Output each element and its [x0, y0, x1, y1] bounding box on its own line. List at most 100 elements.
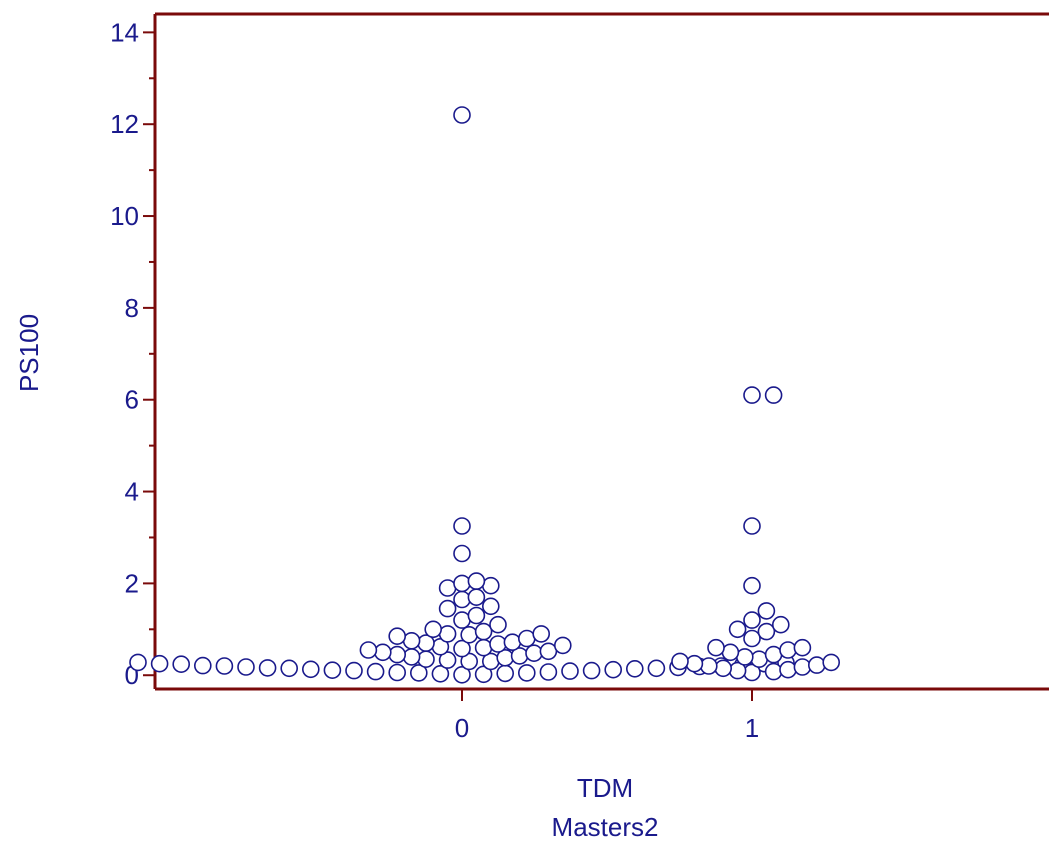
data-point-0: [539, 642, 558, 661]
x-tick-label: 1: [745, 713, 759, 743]
data-point-0: [194, 656, 212, 675]
data-point-0: [402, 648, 421, 666]
data-point-1: [757, 622, 776, 641]
data-point-1: [685, 654, 704, 673]
y-tick-label: 10: [110, 201, 139, 231]
data-point-1: [822, 653, 841, 672]
data-point-1: [699, 657, 718, 675]
data-point-0: [503, 633, 522, 652]
data-point-0: [150, 654, 169, 673]
data-point-0: [424, 620, 443, 639]
data-point-1: [807, 656, 826, 674]
data-point-0: [453, 517, 471, 535]
data-point-0: [402, 631, 421, 650]
data-point-0: [481, 576, 500, 595]
data-point-1: [793, 638, 812, 657]
data-point-0: [489, 615, 507, 634]
data-point-0: [532, 625, 551, 643]
data-point-1: [779, 660, 797, 679]
data-point-0: [467, 588, 486, 607]
data-point-0: [359, 641, 378, 659]
data-point-0: [258, 659, 277, 677]
data-point-0: [438, 579, 457, 597]
data-point-1: [743, 517, 761, 535]
data-point-0: [417, 650, 435, 669]
y-tick-label: 6: [125, 385, 139, 415]
data-point-0: [453, 639, 471, 658]
data-point-0: [517, 664, 536, 682]
data-point-0: [625, 659, 644, 678]
data-point-1: [728, 620, 747, 639]
data-point-0: [345, 661, 363, 680]
data-point-0: [604, 660, 623, 679]
data-point-1: [793, 658, 812, 676]
data-point-0: [467, 606, 486, 625]
data-points: [129, 106, 841, 684]
y-tick-label: 14: [110, 17, 139, 47]
data-point-0: [453, 611, 471, 629]
data-point-1: [764, 645, 783, 664]
data-point-0: [388, 663, 407, 682]
data-point-0: [453, 574, 471, 593]
data-point-0: [525, 644, 543, 663]
data-point-0: [453, 590, 471, 609]
data-point-1: [743, 576, 761, 595]
data-point-0: [215, 657, 234, 675]
x-axis-subtitle: Masters2: [552, 812, 659, 842]
y-axis-title: PS100: [14, 314, 44, 392]
data-point-0: [561, 662, 579, 680]
data-point-1: [743, 386, 761, 404]
data-point-1: [671, 652, 689, 671]
data-point-0: [172, 655, 190, 674]
data-point-0: [553, 636, 572, 655]
data-point-0: [438, 651, 457, 669]
data-point-0: [323, 661, 342, 680]
data-point-0: [301, 660, 320, 679]
data-point-0: [438, 625, 457, 643]
data-point-0: [129, 653, 147, 672]
data-point-1: [743, 611, 761, 629]
y-tick-label: 2: [125, 568, 139, 598]
data-point-1: [743, 629, 761, 648]
data-point-1: [764, 662, 783, 681]
data-point-0: [481, 597, 500, 616]
data-point-0: [460, 625, 479, 644]
data-point-1: [750, 650, 769, 669]
data-point-0: [431, 664, 450, 683]
x-axis-title: TDM: [577, 773, 633, 803]
x-tick-label: 0: [455, 713, 469, 743]
data-point-1: [714, 659, 733, 678]
data-point-0: [366, 662, 385, 681]
data-point-0: [388, 627, 407, 646]
data-point-0: [496, 664, 515, 683]
data-point-0: [467, 572, 486, 590]
data-point-1: [735, 648, 754, 666]
data-point-0: [453, 665, 471, 684]
y-tick-label: 4: [125, 477, 139, 507]
data-point-0: [438, 599, 457, 618]
data-point-1: [779, 641, 797, 659]
data-point-0: [539, 663, 558, 681]
data-point-0: [474, 638, 493, 657]
data-point-0: [489, 635, 507, 653]
data-point-0: [453, 106, 471, 124]
data-point-0: [409, 664, 428, 682]
data-point-0: [388, 645, 407, 664]
data-point-0: [453, 544, 471, 563]
data-point-1: [721, 643, 740, 662]
data-point-1: [771, 615, 790, 634]
data-point-0: [517, 629, 536, 648]
data-point-0: [582, 661, 601, 680]
axes: [153, 12, 1049, 691]
data-point-0: [280, 659, 299, 678]
data-point-1: [757, 602, 776, 620]
data-point-0: [474, 622, 493, 641]
y-tick-label: 12: [110, 109, 139, 139]
data-point-0: [373, 643, 392, 662]
data-point-1: [764, 386, 783, 404]
data-point-1: [707, 638, 725, 657]
y-tick-label: 8: [125, 293, 139, 323]
